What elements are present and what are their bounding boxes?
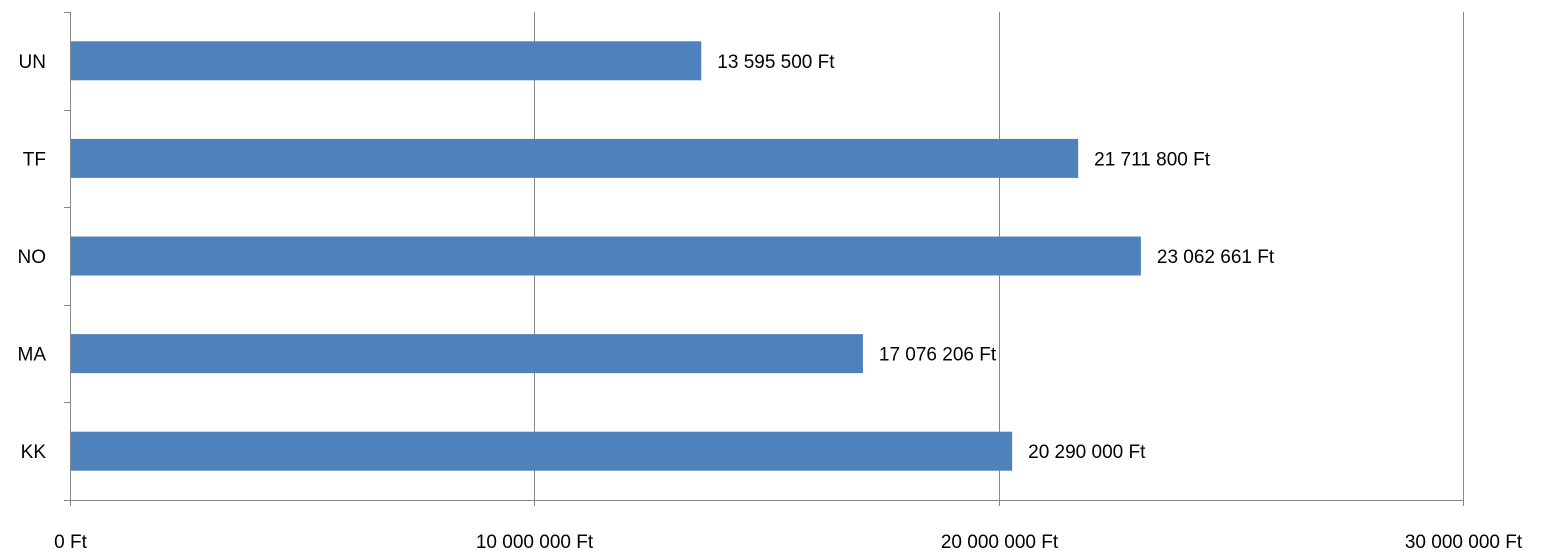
- x-tick-label: 10 000 000 Ft: [476, 532, 594, 553]
- bar: [71, 41, 702, 81]
- bar: [71, 236, 1141, 276]
- bar-data-label: 21 711 800 Ft: [1094, 149, 1211, 170]
- y-category-label: KK: [21, 442, 47, 463]
- bar: [71, 138, 1079, 178]
- bar-data-label: 17 076 206 Ft: [879, 345, 997, 366]
- axes: [64, 12, 1464, 506]
- bar: [71, 431, 1013, 471]
- x-tick-label: 0 Ft: [54, 532, 87, 553]
- x-tick-label: 20 000 000 Ft: [941, 532, 1059, 553]
- y-category-label: NO: [18, 247, 47, 268]
- bar-data-label: 23 062 661 Ft: [1157, 247, 1275, 268]
- bar-data-label: 13 595 500 Ft: [717, 52, 835, 73]
- labels: 0 Ft 10 000 000 Ft 20 000 000 Ft 30 000 000…: [18, 52, 1523, 553]
- y-category-label: MA: [18, 345, 47, 366]
- y-category-label: UN: [19, 52, 46, 73]
- bars: [71, 41, 1141, 471]
- bar-data-label: 20 290 000 Ft: [1028, 442, 1146, 463]
- bar: [71, 334, 863, 374]
- x-tick-label: 30 000 000 Ft: [1405, 532, 1523, 553]
- y-category-label: TF: [23, 149, 46, 170]
